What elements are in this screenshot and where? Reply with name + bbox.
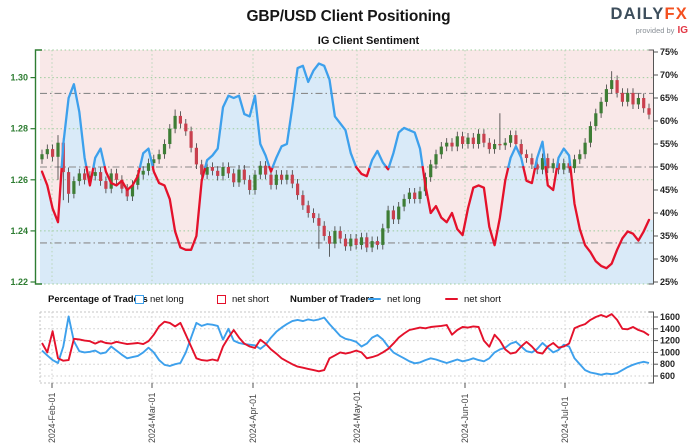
dailyfx-wordmark: DAILYFX bbox=[610, 5, 688, 23]
svg-text:2024-Mar-01: 2024-Mar-01 bbox=[147, 393, 157, 443]
svg-text:40%: 40% bbox=[660, 208, 678, 218]
legend-percentage-of-traders: Percentage of Traders bbox=[48, 293, 148, 305]
svg-text:800: 800 bbox=[660, 359, 675, 369]
svg-text:60%: 60% bbox=[660, 116, 678, 126]
candlestick-series bbox=[40, 71, 651, 257]
legend-pct-net-long: net long bbox=[135, 292, 184, 306]
svg-text:600: 600 bbox=[660, 371, 675, 381]
net-short-square-icon bbox=[217, 294, 226, 304]
svg-text:1600: 1600 bbox=[660, 312, 680, 322]
svg-text:35%: 35% bbox=[660, 231, 678, 241]
net-long-line-icon bbox=[368, 297, 381, 301]
net-short-line-icon bbox=[445, 297, 458, 301]
provided-by-ig: provided by IG bbox=[635, 24, 688, 36]
chart-subtitle: IG Client Sentiment bbox=[317, 35, 420, 47]
svg-text:65%: 65% bbox=[660, 93, 678, 103]
svg-text:70%: 70% bbox=[660, 70, 678, 80]
svg-text:50%: 50% bbox=[660, 162, 678, 172]
svg-text:1.30: 1.30 bbox=[10, 73, 28, 83]
svg-text:45%: 45% bbox=[660, 185, 678, 195]
chart-legend: Percentage of Traders net long net short… bbox=[0, 292, 697, 308]
legend-count-net-long: net long bbox=[368, 292, 421, 306]
page-title: GBP/USD Client Positioning bbox=[246, 8, 451, 25]
legend-pct-net-short: net short bbox=[217, 292, 269, 306]
svg-text:1200: 1200 bbox=[660, 336, 680, 346]
svg-text:1.26: 1.26 bbox=[10, 175, 28, 185]
svg-text:1.24: 1.24 bbox=[10, 226, 28, 236]
net-long-sentiment-line bbox=[40, 62, 651, 270]
svg-text:2024-May-01: 2024-May-01 bbox=[352, 391, 362, 443]
svg-text:30%: 30% bbox=[660, 254, 678, 264]
svg-text:2024-Jul-01: 2024-Jul-01 bbox=[560, 396, 570, 443]
svg-text:2024-Feb-01: 2024-Feb-01 bbox=[47, 393, 57, 443]
count-net-short-line bbox=[41, 313, 650, 373]
dailyfx-logo: DAILYFX provided by IG bbox=[611, 6, 688, 36]
svg-text:2024-Jun-01: 2024-Jun-01 bbox=[460, 393, 470, 443]
svg-text:1.28: 1.28 bbox=[10, 124, 28, 134]
count-net-long-line bbox=[41, 315, 650, 376]
net-long-area-fill bbox=[40, 63, 653, 284]
legend-number-of-traders: Number of Traders bbox=[290, 293, 375, 305]
svg-text:55%: 55% bbox=[660, 139, 678, 149]
svg-text:1000: 1000 bbox=[660, 347, 680, 357]
svg-text:1400: 1400 bbox=[660, 324, 680, 334]
svg-text:2024-Apr-01: 2024-Apr-01 bbox=[248, 394, 258, 443]
svg-text:75%: 75% bbox=[660, 47, 678, 57]
net-long-square-icon bbox=[135, 294, 144, 304]
svg-text:1.22: 1.22 bbox=[10, 277, 28, 287]
price-sentiment-panel: 1.30 1.28 1.26 1.24 1.22 75% 70% 65% 60% 55% 50% 45… bbox=[10, 47, 678, 287]
legend-count-net-short: net short bbox=[445, 292, 501, 306]
svg-text:25%: 25% bbox=[660, 277, 678, 287]
